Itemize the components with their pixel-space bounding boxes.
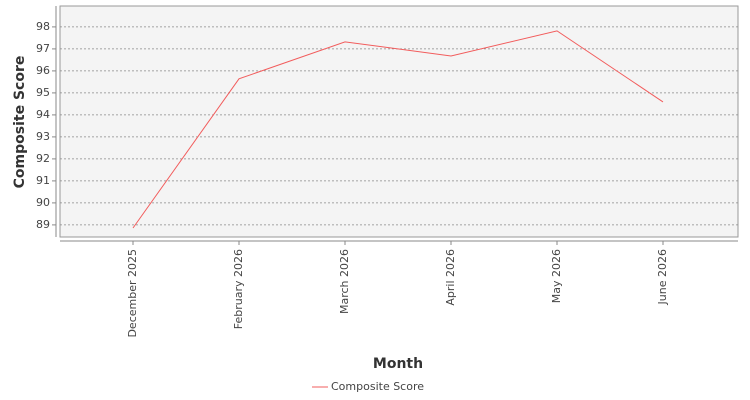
x-tick-label: February 2026 bbox=[232, 249, 245, 329]
x-tick-label: December 2025 bbox=[126, 249, 139, 338]
y-tick-label: 95 bbox=[36, 86, 50, 99]
x-tick-label: March 2026 bbox=[338, 249, 351, 314]
y-tick-label: 93 bbox=[36, 130, 50, 143]
x-axis-title: Month bbox=[373, 356, 423, 372]
x-tick-label: April 2026 bbox=[444, 249, 457, 306]
y-tick-label: 90 bbox=[36, 196, 50, 209]
y-tick-label: 91 bbox=[36, 174, 50, 187]
series-line bbox=[132, 30, 664, 229]
legend-label: Composite Score bbox=[331, 380, 424, 393]
y-tick-label: 89 bbox=[36, 218, 50, 231]
plot-area bbox=[59, 5, 739, 238]
y-tick-label: 96 bbox=[36, 64, 50, 77]
x-tick-label: June 2026 bbox=[656, 249, 669, 305]
y-tick-label: 92 bbox=[36, 152, 50, 165]
y-axis-title: Composite Score bbox=[12, 56, 28, 189]
x-tick-label: May 2026 bbox=[550, 249, 563, 303]
y-tick-label: 97 bbox=[36, 42, 50, 55]
y-tick-label: 98 bbox=[36, 20, 50, 33]
y-tick-label: 94 bbox=[36, 108, 50, 121]
